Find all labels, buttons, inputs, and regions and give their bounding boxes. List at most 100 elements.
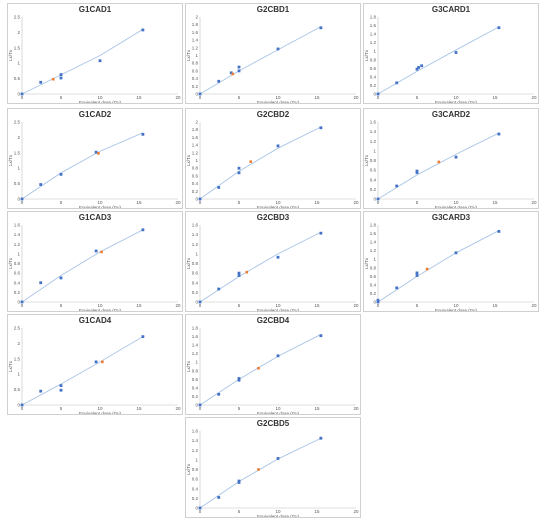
chart-panel-g2cbd2: G2CBD2 0 5 10 15 20 0 0.2 0.4 0.6 0.8 1 1.2 1.4 1.6 1.8… [185, 108, 361, 209]
x-tick-label: 0 [377, 303, 380, 308]
chart-svg: G3CARD2 0 5 10 15 20 0 0.2 0.4 0.6 0.8 1 1.2 1.4 1.6 Eq… [364, 110, 537, 208]
y-tick-label: 1.5 [14, 150, 21, 155]
y-tick-label: 0 [195, 92, 198, 97]
data-point [415, 169, 419, 173]
x-tick-label: 20 [353, 406, 359, 411]
y-axis-label: Lx/Tx [8, 257, 13, 269]
x-axis-label: Equivalent dose (Gy) [435, 205, 478, 208]
y-tick-label: 1.4 [370, 129, 377, 134]
x-tick-label: 0 [199, 95, 202, 100]
data-point [376, 92, 380, 96]
x-tick-label: 20 [353, 200, 359, 205]
x-tick-label: 10 [453, 303, 459, 308]
highlight-point [249, 160, 252, 163]
y-tick-label: 0.5 [14, 76, 21, 81]
x-tick-label: 5 [238, 509, 241, 514]
y-tick-label: 1 [17, 251, 20, 256]
x-tick-label: 10 [97, 200, 103, 205]
y-tick-label: 1.2 [192, 45, 199, 50]
x-tick-label: 5 [416, 200, 419, 205]
highlight-point [425, 267, 429, 271]
y-tick-label: 0.4 [370, 282, 377, 287]
x-axis-label: Equivalent dose (Gy) [79, 411, 122, 414]
y-tick-label: 1.6 [370, 23, 377, 28]
y-tick-label: 0.4 [192, 385, 199, 390]
data-point [454, 155, 458, 159]
y-tick-label: 1.2 [370, 40, 377, 45]
data-point [497, 132, 501, 136]
highlight-point [257, 468, 260, 471]
highlight-point [51, 77, 55, 81]
chart-title: G1CAD2 [79, 110, 112, 119]
x-tick-label: 0 [21, 200, 24, 205]
y-tick-label: 0.2 [370, 291, 377, 296]
data-point [217, 186, 221, 189]
chart-svg: G2CBD4 0 5 10 15 20 0 0.2 0.4 0.6 0.8 1 1.2 1.4 1.6 1.8… [186, 316, 359, 414]
x-tick-label: 20 [175, 406, 181, 411]
fit-curve [377, 230, 500, 303]
x-tick-label: 15 [314, 303, 320, 308]
x-tick-label: 5 [416, 95, 419, 100]
y-tick-label: 1.4 [370, 32, 377, 37]
chart-title: G2CBD5 [257, 419, 290, 428]
chart-panel-g3card2: G3CARD2 0 5 10 15 20 0 0.2 0.4 0.6 0.8 1 1.2 1.4 1.6 Eq… [363, 108, 539, 209]
y-axis-label: Lx/Tx [8, 154, 13, 166]
y-tick-label: 0 [373, 197, 376, 202]
y-tick-label: 0.2 [192, 189, 199, 194]
data-point [217, 496, 221, 499]
data-point [217, 79, 221, 83]
y-tick-label: 1.2 [192, 351, 199, 356]
y-tick-label: 2.5 [14, 326, 21, 331]
data-point [59, 73, 63, 76]
y-tick-label: 2 [17, 341, 20, 346]
y-axis-label: Lx/Tx [364, 154, 369, 166]
x-tick-label: 15 [314, 509, 320, 514]
y-tick-label: 1.6 [192, 334, 199, 339]
y-tick-label: 0.6 [192, 477, 199, 482]
data-point [376, 298, 380, 302]
fit-curve [377, 132, 500, 200]
fit-curve [21, 336, 144, 406]
y-tick-label: 2 [195, 15, 198, 20]
y-tick-label: 0.2 [192, 290, 199, 295]
x-axis-label: Equivalent dose (Gy) [257, 100, 300, 103]
data-point [276, 47, 280, 51]
x-axis-label: Equivalent dose (Gy) [257, 205, 300, 208]
chart-svg: G2CBD1 0 5 10 15 20 0 0.2 0.4 0.6 0.8 1 1.2 1.4 1.6 1.8… [186, 5, 359, 103]
data-point [237, 378, 241, 382]
y-tick-label: 0.6 [192, 173, 199, 178]
data-point [415, 67, 419, 71]
x-axis-label: Equivalent dose (Gy) [257, 514, 300, 517]
data-point [276, 457, 280, 460]
x-tick-label: 15 [492, 95, 498, 100]
highlight-point [97, 152, 100, 155]
data-point [497, 26, 501, 30]
y-tick-label: 0.4 [192, 280, 199, 285]
data-point [94, 249, 98, 253]
y-tick-label: 0.8 [192, 61, 199, 66]
data-point [217, 392, 221, 396]
x-tick-label: 5 [60, 406, 63, 411]
fit-curve [21, 28, 144, 95]
chart-title: G1CAD3 [79, 213, 112, 222]
data-point [395, 286, 399, 290]
data-point [229, 71, 233, 75]
y-axis-label: Lx/Tx [8, 49, 13, 61]
y-tick-label: 0.4 [192, 181, 199, 186]
chart-panel-g3card3: G3CARD3 0 5 10 15 20 0 0.2 0.4 0.6 0.8 1 1.2 1.4 1.6 1.… [363, 211, 539, 312]
data-point [94, 360, 98, 364]
data-point [497, 230, 501, 233]
chart-title: G2CBD4 [257, 316, 290, 325]
x-tick-label: 5 [238, 200, 241, 205]
data-point [237, 377, 241, 380]
y-tick-label: 1.6 [370, 231, 377, 236]
chart-svg: G3CARD3 0 5 10 15 20 0 0.2 0.4 0.6 0.8 1 1.2 1.4 1.6 1.… [364, 213, 537, 311]
y-tick-label: 0.6 [370, 168, 377, 173]
x-tick-label: 15 [314, 406, 320, 411]
chart-panel-g1cad3: G1CAD3 0 5 10 15 20 0 0.2 0.4 0.6 0.8 1 1.2 1.4 1.6 Equ… [7, 211, 183, 312]
chart-svg: G1CAD2 0 5 10 15 20 0 0.5 1 1.5 2 2.5 Equivalent dos… [8, 110, 181, 208]
x-tick-label: 20 [353, 95, 359, 100]
x-tick-label: 10 [275, 200, 281, 205]
y-tick-label: 1.2 [192, 448, 199, 453]
